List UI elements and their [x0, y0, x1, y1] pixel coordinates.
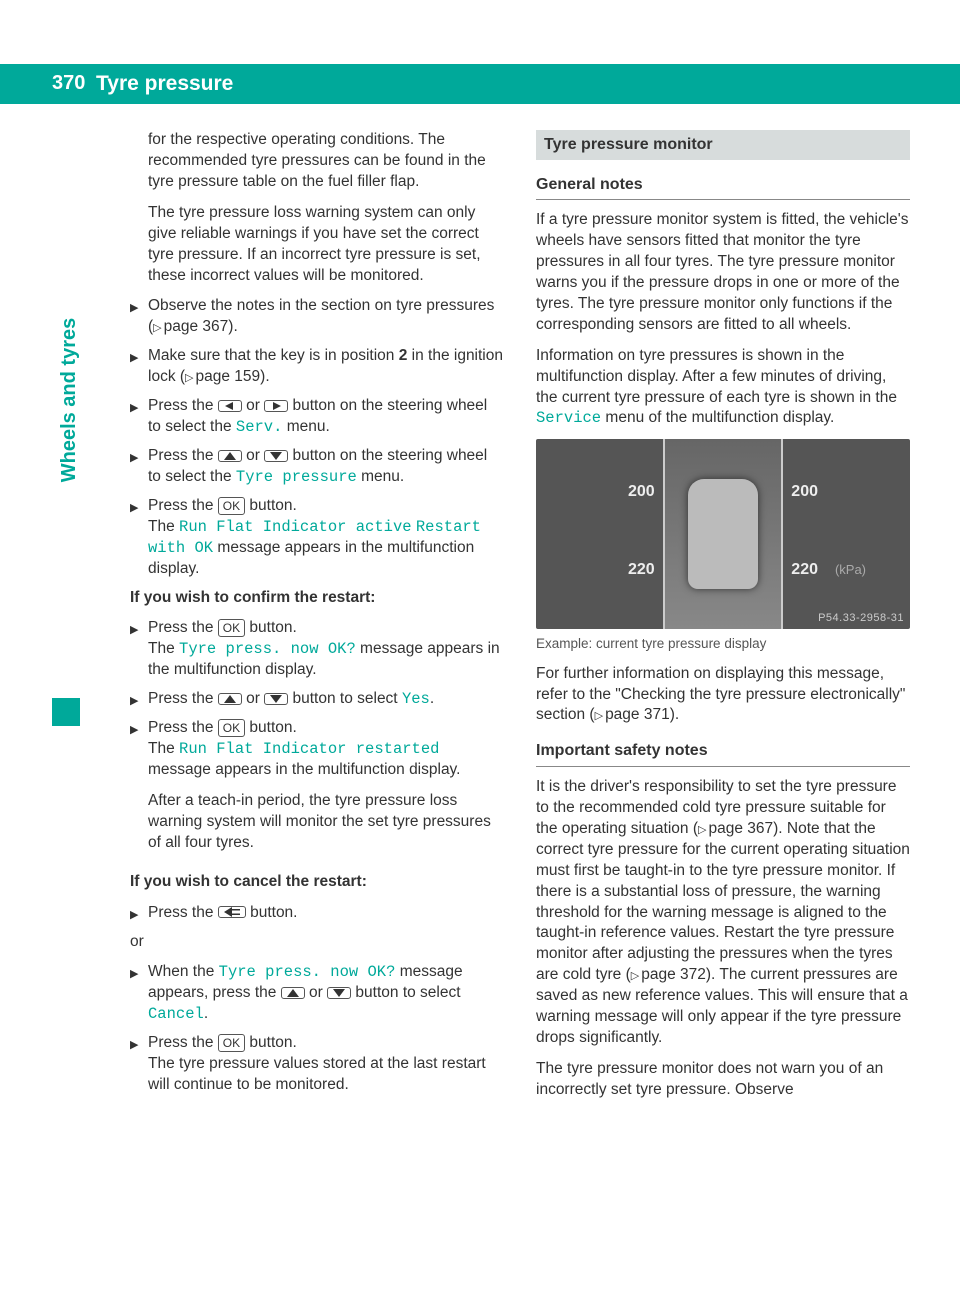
section-heading: Important safety notes: [536, 740, 910, 767]
step: Press the or button on the steering whee…: [130, 396, 504, 438]
section-title-bar: Tyre pressure monitor: [536, 130, 910, 160]
paragraph: for the respective operating conditions.…: [130, 130, 504, 193]
figure-car-icon: [688, 479, 758, 589]
paragraph: The tyre pressure loss warning system ca…: [130, 203, 504, 287]
page: 370 Tyre pressure Wheels and tyres for t…: [0, 0, 960, 1302]
ok-button-icon: OK: [218, 1034, 245, 1052]
sub-heading: If you wish to cancel the restart:: [130, 872, 504, 893]
step: Press the OK button. The Run Flat Indica…: [130, 718, 504, 864]
step: Press the or button to select Yes.: [130, 689, 504, 710]
figure-caption: Example: current tyre pressure display: [536, 635, 910, 653]
step-arrow-icon: [130, 903, 148, 924]
step: Press the OK button. The Tyre press. now…: [130, 618, 504, 681]
page-title: Tyre pressure: [96, 72, 233, 96]
left-column: for the respective operating conditions.…: [130, 130, 504, 1111]
step-arrow-icon: [130, 446, 148, 488]
down-arrow-button-icon: [264, 693, 288, 705]
step: Press the button.: [130, 903, 504, 924]
step-arrow-icon: [130, 396, 148, 438]
page-number: 370: [52, 72, 85, 95]
paragraph: If a tyre pressure monitor system is fit…: [536, 210, 910, 336]
step-arrow-icon: [130, 1033, 148, 1096]
step: Press the OK button. The Run Flat Indica…: [130, 496, 504, 580]
sub-heading: If you wish to confirm the restart:: [130, 588, 504, 609]
paragraph: It is the driver's responsibility to set…: [536, 777, 910, 1049]
figure-unit: (kPa): [835, 561, 866, 579]
step-arrow-icon: [130, 496, 148, 580]
step: When the Tyre press. now OK? message app…: [130, 962, 504, 1025]
or-label: or: [130, 932, 504, 953]
left-arrow-button-icon: [218, 400, 242, 412]
figure-value-rl: 220: [628, 559, 655, 581]
right-arrow-button-icon: [264, 400, 288, 412]
down-arrow-button-icon: [264, 450, 288, 462]
figure-value-fr: 200: [791, 481, 818, 503]
ok-button-icon: OK: [218, 719, 245, 737]
step-arrow-icon: [130, 618, 148, 681]
paragraph: For further information on displaying th…: [536, 664, 910, 727]
up-arrow-button-icon: [281, 987, 305, 999]
step: Press the or button on the steering whee…: [130, 446, 504, 488]
step-arrow-icon: [130, 296, 148, 338]
figure-id: P54.33-2958-31: [818, 611, 904, 626]
figure-value-rr: 220: [791, 559, 818, 581]
header-bar: 370 Tyre pressure: [0, 64, 960, 104]
content: for the respective operating conditions.…: [130, 130, 910, 1111]
side-tab-block: [52, 698, 80, 726]
step-arrow-icon: [130, 689, 148, 710]
ok-button-icon: OK: [218, 497, 245, 515]
up-arrow-button-icon: [218, 693, 242, 705]
up-arrow-button-icon: [218, 450, 242, 462]
tyre-pressure-display-figure: 200 200 220 220 (kPa) P54.33-2958-31: [536, 439, 910, 629]
ok-button-icon: OK: [218, 619, 245, 637]
step: Observe the notes in the section on tyre…: [130, 296, 504, 338]
step-arrow-icon: [130, 718, 148, 864]
step: Press the OK button. The tyre pressure v…: [130, 1033, 504, 1096]
step: Make sure that the key is in position 2 …: [130, 346, 504, 388]
step-arrow-icon: [130, 962, 148, 1025]
paragraph: The tyre pressure monitor does not warn …: [536, 1059, 910, 1101]
back-button-icon: [218, 906, 246, 918]
section-heading: General notes: [536, 174, 910, 201]
side-tab-label: Wheels and tyres: [58, 300, 81, 500]
right-column: Tyre pressure monitor General notes If a…: [536, 130, 910, 1111]
down-arrow-button-icon: [327, 987, 351, 999]
step-arrow-icon: [130, 346, 148, 388]
paragraph: Information on tyre pressures is shown i…: [536, 346, 910, 430]
figure-value-fl: 200: [628, 481, 655, 503]
